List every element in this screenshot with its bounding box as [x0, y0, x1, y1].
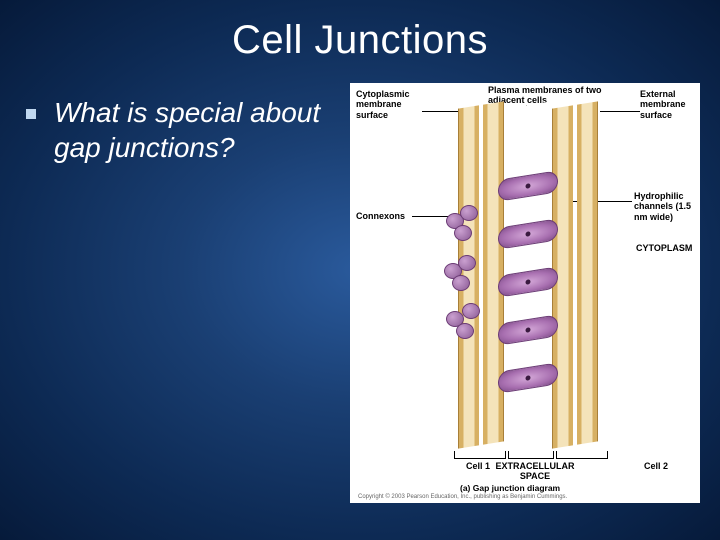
label-cytoplasmic: Cytoplasmic membrane surface: [356, 89, 428, 120]
membrane-pair: [458, 105, 598, 445]
leader-line: [422, 111, 460, 112]
brace-cell1: [454, 451, 506, 459]
channel-pore: [526, 183, 531, 189]
membrane-right: [552, 101, 598, 448]
channel-pore: [526, 231, 531, 237]
label-external: External membrane surface: [640, 89, 698, 120]
gap-junction-diagram: Cytoplasmic membrane surface Plasma memb…: [350, 83, 700, 503]
diagram-caption: (a) Gap junction diagram: [460, 483, 560, 493]
bullet-item: What is special about gap junctions?: [20, 95, 350, 165]
connexon-blob: [462, 303, 480, 319]
label-cell1: Cell 1: [466, 461, 490, 471]
connexon-blob: [460, 205, 478, 221]
channel-pore: [526, 327, 531, 333]
diagram-panel: Cytoplasmic membrane surface Plasma memb…: [350, 83, 700, 503]
leader-line: [600, 111, 640, 112]
channel-pore: [526, 279, 531, 285]
connexon-blob: [456, 323, 474, 339]
label-cytoplasm: CYTOPLASM: [636, 243, 692, 253]
connexon-blob: [452, 275, 470, 291]
copyright-text: Copyright © 2003 Pearson Education, Inc.…: [358, 494, 567, 500]
label-cell2: Cell 2: [644, 461, 668, 471]
bullet-marker-icon: [26, 109, 36, 119]
content-row: What is special about gap junctions? Cyt…: [0, 63, 720, 503]
brace-extracellular: [508, 451, 554, 459]
connexon-blob: [458, 255, 476, 271]
slide-title: Cell Junctions: [0, 0, 720, 63]
connexon-blob: [454, 225, 472, 241]
label-extracellular: EXTRACELLULAR SPACE: [490, 461, 580, 482]
channel-pore: [526, 375, 531, 381]
bullet-column: What is special about gap junctions?: [20, 83, 350, 503]
brace-cell2: [556, 451, 608, 459]
label-connexons: Connexons: [356, 211, 405, 221]
bullet-text: What is special about gap junctions?: [54, 95, 350, 165]
label-hydrophilic: Hydrophilic channels (1.5 nm wide): [634, 191, 698, 222]
